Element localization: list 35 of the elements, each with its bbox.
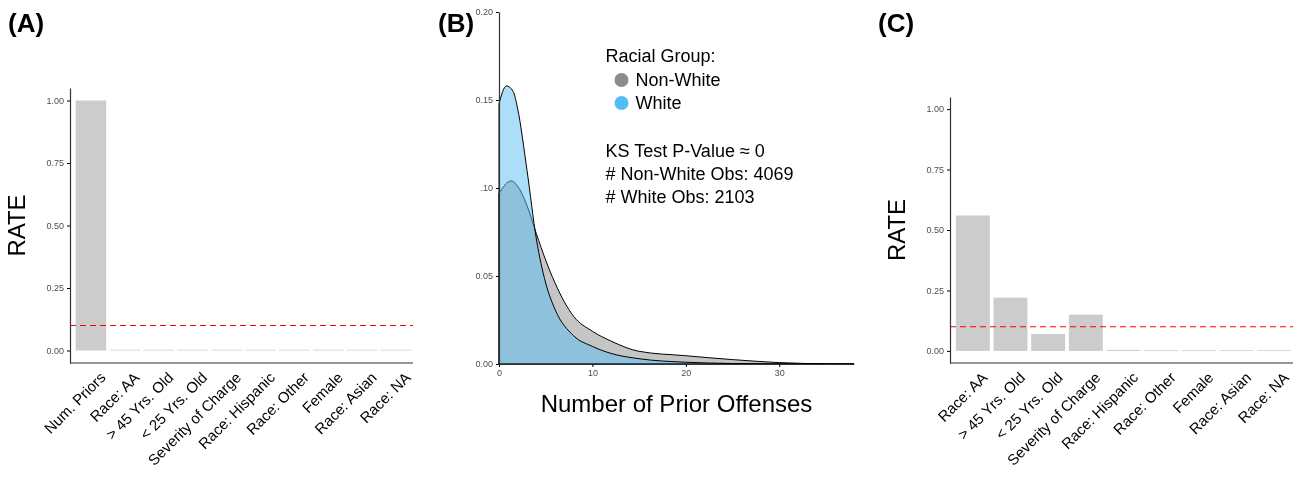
x-tick-label: 30: [774, 368, 785, 379]
y-tick-label: 0.00: [46, 345, 64, 356]
y-axis-title: RATE: [883, 198, 910, 262]
y-tick-label: 0.50: [926, 225, 944, 236]
annotation: KS Test P-Value ≈ 0: [605, 141, 765, 161]
x-tick-label: 20: [681, 368, 692, 379]
annotation: # Non-White Obs: 4069: [605, 164, 794, 184]
y-tick-label: 0.75: [46, 158, 64, 169]
y-tick-label: .10: [480, 183, 493, 194]
bar: [993, 297, 1028, 351]
y-tick-label: 0.25: [46, 283, 64, 294]
legend-label: Non-White: [635, 70, 721, 90]
x-tick-label: 0: [496, 368, 503, 379]
chart-title: (A): [8, 8, 45, 38]
y-tick-label: 1.00: [926, 104, 944, 115]
y-tick-label: 1.00: [46, 95, 64, 106]
y-tick-label: 0.20: [475, 7, 493, 18]
y-tick-label: 0.15: [475, 95, 493, 106]
y-tick-label: 0.00: [475, 359, 493, 370]
bar: [1031, 333, 1066, 351]
annotation: # White Obs: 2103: [605, 187, 755, 207]
y-tick-label: 0.05: [475, 271, 493, 282]
bar: [1068, 314, 1103, 351]
chart-title: (B): [438, 8, 475, 38]
legend-label: White: [635, 93, 682, 113]
y-axis-title: RATE: [3, 194, 30, 257]
chart-title: (C): [878, 8, 915, 38]
x-tick-label: 10: [587, 368, 598, 379]
y-tick-label: 0.75: [926, 164, 944, 175]
y-tick-label: 0.50: [46, 220, 64, 231]
y-tick-label: 0.00: [926, 346, 944, 357]
y-tick-label: 0.25: [926, 285, 944, 296]
bar: [955, 215, 990, 351]
x-axis-title: Number of Prior Offenses: [540, 390, 813, 417]
legend-title: Racial Group:: [605, 46, 716, 66]
